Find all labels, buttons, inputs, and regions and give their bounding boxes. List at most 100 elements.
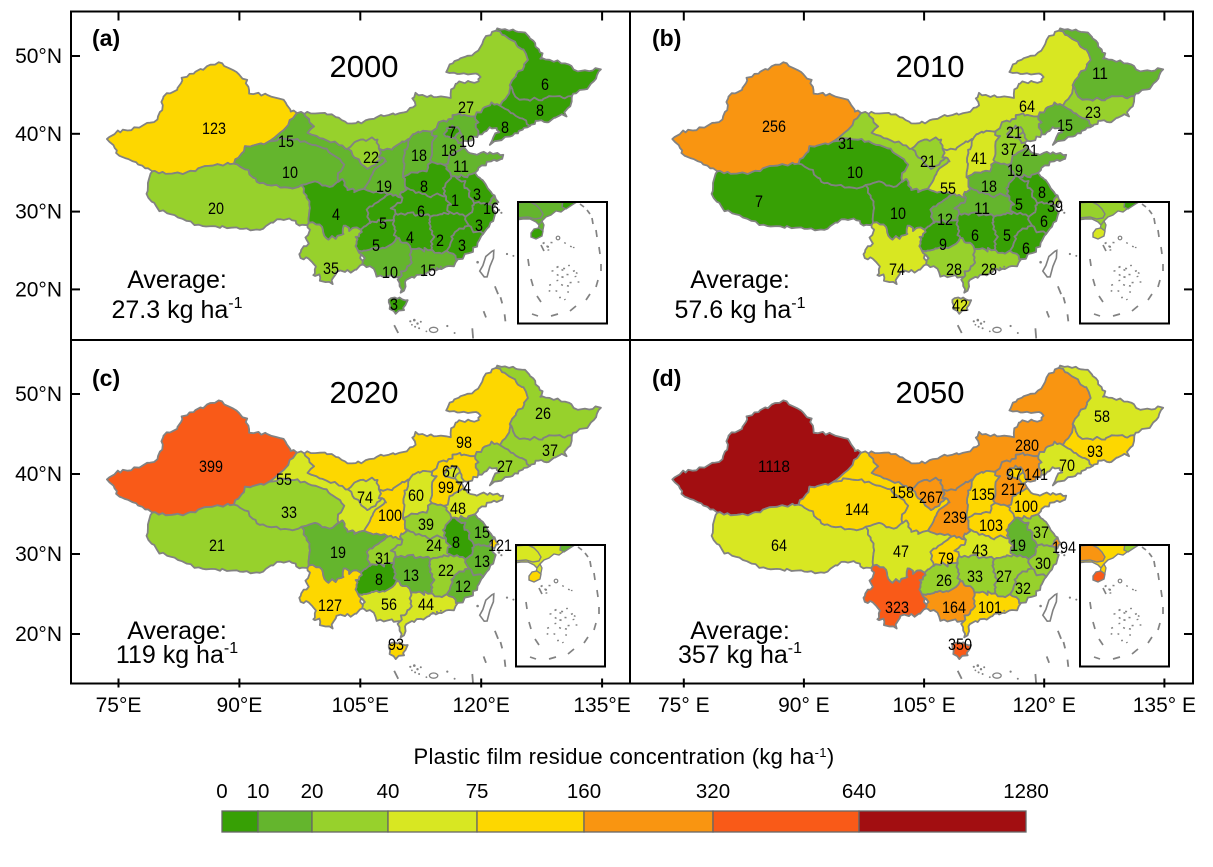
svg-text:Plastic film residue concentra: Plastic film residue concentration (kg h…: [414, 744, 835, 769]
svg-text:7: 7: [448, 123, 456, 142]
svg-text:19: 19: [376, 177, 392, 196]
svg-text:3: 3: [473, 185, 481, 204]
svg-text:141: 141: [1024, 465, 1048, 484]
svg-text:13: 13: [474, 552, 490, 571]
svg-text:135: 135: [971, 485, 995, 504]
svg-text:8: 8: [452, 533, 460, 552]
svg-text:3: 3: [390, 295, 398, 314]
svg-text:39: 39: [418, 515, 434, 534]
svg-text:41: 41: [971, 149, 987, 168]
svg-text:18: 18: [441, 141, 457, 160]
svg-text:4: 4: [406, 228, 414, 247]
svg-text:1118: 1118: [758, 457, 790, 476]
svg-text:33: 33: [967, 567, 983, 586]
svg-text:9: 9: [939, 235, 947, 254]
svg-text:18: 18: [411, 146, 427, 165]
svg-text:5: 5: [372, 236, 380, 255]
svg-text:(d): (d): [652, 365, 681, 391]
svg-text:50°N: 50°N: [15, 383, 62, 406]
svg-text:15: 15: [474, 523, 490, 542]
svg-text:64: 64: [771, 536, 787, 555]
svg-text:4: 4: [332, 205, 340, 224]
svg-text:1: 1: [451, 191, 459, 210]
svg-text:47: 47: [893, 542, 909, 561]
svg-text:640: 640: [842, 780, 876, 803]
svg-text:22: 22: [438, 561, 454, 580]
svg-text:100: 100: [378, 506, 402, 525]
svg-text:11: 11: [1092, 64, 1108, 83]
svg-text:58: 58: [1094, 407, 1110, 426]
svg-text:10: 10: [890, 204, 906, 223]
svg-text:99: 99: [438, 478, 454, 497]
svg-text:135° E: 135° E: [1133, 694, 1196, 717]
svg-text:8: 8: [375, 570, 383, 589]
svg-text:30°N: 30°N: [15, 201, 62, 224]
svg-text:0: 0: [216, 780, 227, 803]
svg-text:30: 30: [1035, 554, 1051, 573]
svg-text:27: 27: [996, 567, 1012, 586]
svg-text:11: 11: [453, 157, 469, 176]
svg-text:267: 267: [919, 488, 943, 507]
svg-text:42: 42: [952, 296, 968, 315]
svg-text:33: 33: [281, 503, 297, 522]
svg-text:7: 7: [755, 192, 763, 211]
svg-text:79: 79: [938, 549, 954, 568]
svg-text:37: 37: [1033, 523, 1049, 542]
svg-text:(c): (c): [92, 365, 120, 391]
svg-text:350: 350: [948, 635, 972, 654]
svg-text:1280: 1280: [1003, 780, 1049, 803]
svg-text:21: 21: [1006, 123, 1022, 142]
svg-text:10: 10: [247, 780, 270, 803]
svg-text:399: 399: [199, 457, 223, 476]
svg-text:70: 70: [1059, 456, 1075, 475]
svg-text:121: 121: [488, 536, 512, 555]
svg-text:98: 98: [456, 433, 472, 452]
svg-text:57.6 kg ha-1: 57.6 kg ha-1: [675, 295, 806, 324]
svg-text:103: 103: [979, 516, 1003, 535]
svg-text:74: 74: [357, 488, 373, 507]
svg-text:2020: 2020: [330, 375, 399, 410]
svg-text:16: 16: [483, 199, 499, 218]
svg-text:13: 13: [403, 566, 419, 585]
svg-text:48: 48: [450, 499, 466, 518]
svg-text:75° E: 75° E: [658, 694, 710, 717]
svg-text:Average:: Average:: [690, 266, 790, 294]
svg-text:31: 31: [838, 134, 854, 153]
svg-text:135°E: 135°E: [573, 694, 630, 717]
svg-text:15: 15: [1057, 116, 1073, 135]
svg-text:67: 67: [442, 462, 458, 481]
svg-text:(b): (b): [652, 25, 681, 51]
svg-text:32: 32: [1015, 579, 1031, 598]
svg-text:5: 5: [379, 214, 387, 233]
svg-text:20: 20: [208, 199, 224, 218]
svg-text:28: 28: [946, 260, 962, 279]
svg-text:2010: 2010: [896, 49, 965, 84]
svg-text:8: 8: [420, 177, 428, 196]
svg-text:8: 8: [501, 118, 509, 137]
svg-text:56: 56: [381, 595, 397, 614]
svg-text:60: 60: [408, 486, 424, 505]
svg-text:Average:: Average:: [127, 617, 227, 645]
svg-text:6: 6: [1040, 212, 1048, 231]
svg-text:24: 24: [426, 536, 442, 555]
svg-text:2000: 2000: [330, 49, 399, 84]
svg-text:75: 75: [466, 780, 489, 803]
svg-text:6: 6: [971, 226, 979, 245]
svg-text:74: 74: [889, 260, 905, 279]
svg-text:37: 37: [542, 441, 558, 460]
svg-text:Average:: Average:: [127, 266, 227, 294]
svg-text:120° E: 120° E: [1013, 694, 1076, 717]
svg-text:19: 19: [1007, 161, 1023, 180]
svg-text:160: 160: [567, 780, 601, 803]
svg-text:31: 31: [375, 549, 391, 568]
svg-text:2050: 2050: [896, 375, 965, 410]
svg-text:43: 43: [972, 541, 988, 560]
svg-text:10: 10: [847, 163, 863, 182]
svg-text:26: 26: [936, 571, 952, 590]
svg-text:164: 164: [942, 598, 966, 617]
svg-text:119 kg ha-1: 119 kg ha-1: [116, 640, 238, 669]
svg-text:280: 280: [1015, 436, 1039, 455]
svg-text:40°N: 40°N: [15, 463, 62, 486]
svg-text:6: 6: [1022, 239, 1030, 258]
svg-text:5: 5: [1015, 195, 1023, 214]
